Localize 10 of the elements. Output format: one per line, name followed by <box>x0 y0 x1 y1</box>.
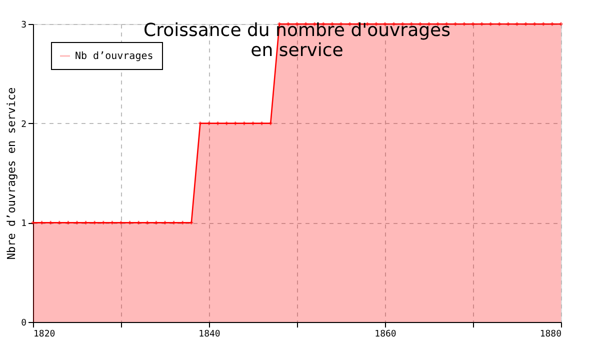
y-axis-title: Nbre d’ouvrages en service <box>5 87 18 260</box>
legend-label: Nb d’ouvrages <box>75 51 154 62</box>
y-tick-label: 0 <box>21 318 26 328</box>
x-tick-label: 1840 <box>198 330 220 340</box>
y-tick-label: 2 <box>21 120 26 130</box>
x-tick-label: 1820 <box>34 330 56 340</box>
x-tick-label: 1860 <box>374 330 396 340</box>
y-tick-label: 3 <box>21 20 26 30</box>
x-tick-label: 1880 <box>540 330 562 340</box>
y-tick-label: 1 <box>21 219 26 230</box>
